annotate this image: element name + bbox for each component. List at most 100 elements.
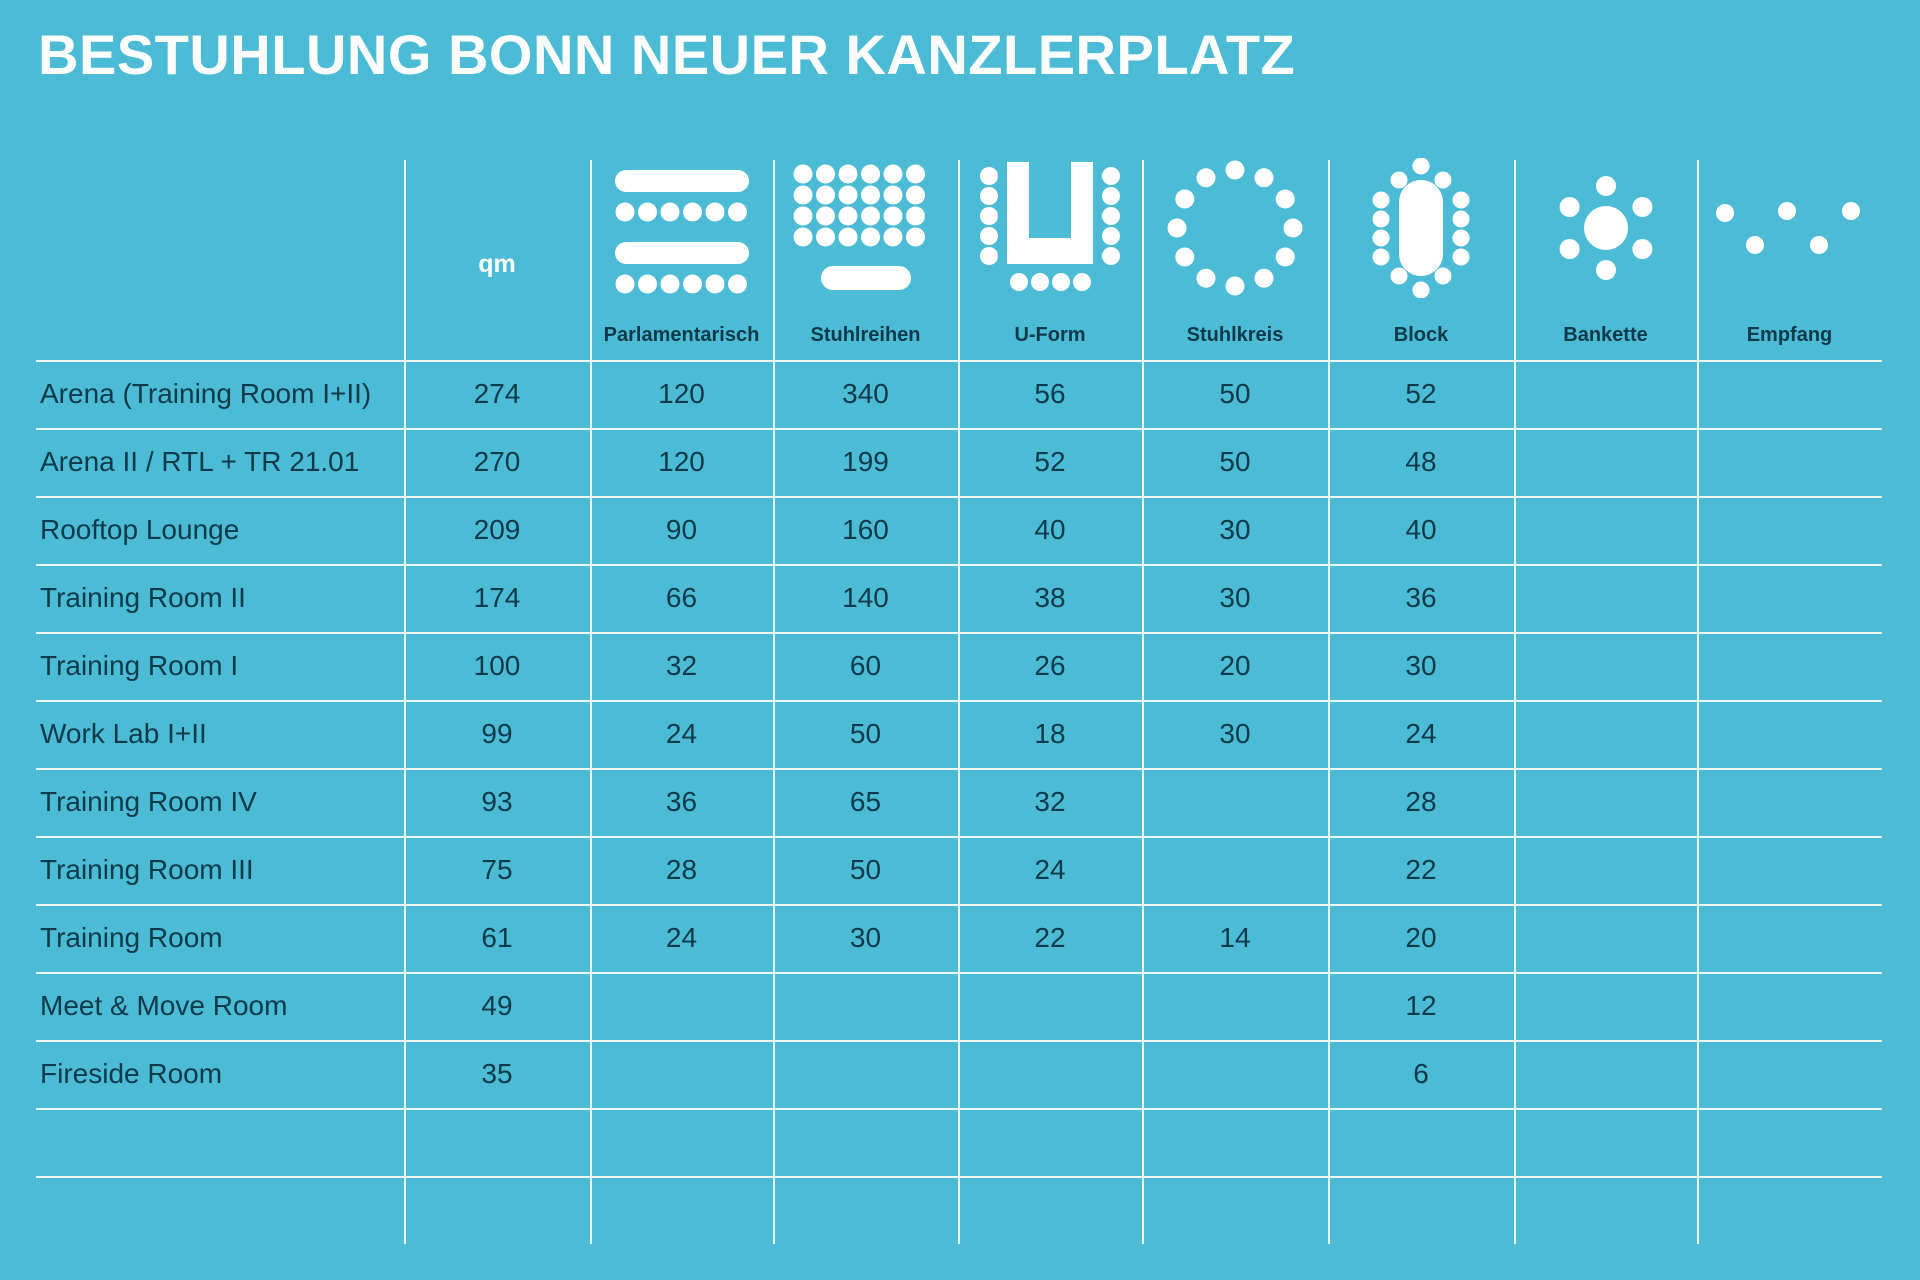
capacity-cell-block: 40: [1405, 514, 1437, 545]
column-header-empfang: Empfang: [1746, 323, 1833, 346]
qm-cell: 209: [473, 514, 521, 545]
capacity-cell-block: 22: [1405, 854, 1437, 885]
capacity-cell-parlamentarisch: 36: [665, 786, 698, 817]
stuhlkreis-icon: [1142, 158, 1328, 298]
capacity-cell-bankette: [1514, 904, 1697, 972]
row-divider: [36, 1176, 1882, 1178]
capacity-cell-parlamentarisch: [590, 1040, 773, 1108]
table-row: Training Room II 174 66 140 38 30 36: [36, 564, 1882, 632]
capacity-cell-stuhlkreis: [1142, 1108, 1328, 1176]
qm-cell: 100: [473, 650, 521, 681]
capacity-cell-parlamentarisch: 120: [658, 378, 705, 409]
qm-cell: 274: [473, 378, 521, 409]
capacity-cell-parlamentarisch: 28: [665, 854, 698, 885]
capacity-cell-u-form: [958, 1108, 1142, 1176]
capacity-cell-u-form: 32: [1034, 786, 1066, 817]
bankette-icon: [1514, 158, 1697, 298]
capacity-cell-block: 24: [1405, 718, 1437, 749]
capacity-cell-stuhlkreis: [1142, 1040, 1328, 1108]
room-name-cell: Training Room I: [40, 650, 239, 681]
qm-cell: [404, 1108, 590, 1176]
table-row: Training Room IV 93 36 65 32 28: [36, 768, 1882, 836]
capacity-cell-stuhlreihen: 140: [842, 582, 889, 613]
capacity-cell-parlamentarisch: [590, 1108, 773, 1176]
capacity-cell-bankette: [1514, 972, 1697, 1040]
room-name-cell: Training Room: [40, 922, 223, 953]
capacity-cell-u-form: 56: [1034, 378, 1066, 409]
capacity-cell-stuhlreihen: 65: [849, 786, 882, 817]
table-row: Work Lab I+II 99 24 50 18 30 24: [36, 700, 1882, 768]
capacity-cell-parlamentarisch: 32: [665, 650, 698, 681]
room-name-cell: Arena (Training Room I+II): [40, 378, 372, 409]
capacity-cell-stuhlkreis: [1142, 972, 1328, 1040]
empfang-icon: [1697, 158, 1882, 298]
capacity-cell-u-form: 26: [1034, 650, 1066, 681]
capacity-cell-bankette: [1514, 428, 1697, 496]
capacity-cell-stuhlreihen: [773, 1108, 958, 1176]
capacity-cell-empfang: [1697, 904, 1882, 972]
qm-cell: 93: [481, 786, 513, 817]
capacity-cell-stuhlreihen: 30: [849, 922, 882, 953]
capacity-cell-stuhlkreis: 50: [1219, 446, 1251, 477]
capacity-cell-bankette: [1514, 360, 1697, 428]
room-name-cell: Arena II / RTL + TR 21.01: [40, 446, 360, 477]
capacity-cell-block: 28: [1405, 786, 1437, 817]
capacity-cell-u-form: 40: [1034, 514, 1066, 545]
capacity-cell-bankette: [1514, 768, 1697, 836]
table-row: Fireside Room 35 6: [36, 1040, 1882, 1108]
room-name-cell: Fireside Room: [40, 1058, 223, 1089]
capacity-cell-parlamentarisch: 120: [658, 446, 705, 477]
capacity-cell-block: 20: [1405, 922, 1437, 953]
column-header-u-form: U-Form: [1014, 323, 1086, 346]
column-header-parlamentarisch: Parlamentarisch: [603, 323, 760, 346]
capacity-cell-stuhlreihen: 50: [849, 718, 882, 749]
capacity-cell-bankette: [1514, 836, 1697, 904]
capacity-cell-stuhlkreis: 50: [1219, 378, 1251, 409]
qm-cell: 75: [481, 854, 513, 885]
page-title: BESTUHLUNG BONN NEUER KANZLERPLATZ: [38, 23, 1296, 86]
room-name-cell: Training Room II: [40, 582, 246, 613]
room-name-cell: Rooftop Lounge: [40, 514, 240, 545]
capacity-cell-u-form: 38: [1034, 582, 1066, 613]
stuhlreihen-icon: [773, 158, 958, 298]
capacity-cell-block: 30: [1405, 650, 1437, 681]
capacity-cell-stuhlkreis: [1142, 836, 1328, 904]
capacity-cell-empfang: [1697, 972, 1882, 1040]
room-name-cell: Work Lab I+II: [40, 718, 207, 749]
capacity-cell-bankette: [1514, 1040, 1697, 1108]
capacity-cell-parlamentarisch: 24: [665, 718, 698, 749]
parlamentarisch-icon: [590, 158, 773, 298]
capacity-cell-parlamentarisch: [590, 972, 773, 1040]
capacity-cell-empfang: [1697, 496, 1882, 564]
capacity-cell-empfang: [1697, 632, 1882, 700]
table-row: Arena II / RTL + TR 21.01 270 120 199 52 50 48: [36, 428, 1882, 496]
capacity-cell-u-form: 52: [1034, 446, 1066, 477]
capacity-cell-stuhlkreis: [1142, 768, 1328, 836]
capacity-cell-bankette: [1514, 632, 1697, 700]
capacity-cell-block: 48: [1405, 446, 1437, 477]
capacity-cell-u-form: [958, 1040, 1142, 1108]
capacity-cell-u-form: 22: [1034, 922, 1066, 953]
capacity-cell-stuhlreihen: 160: [842, 514, 889, 545]
capacity-cell-stuhlkreis: 20: [1219, 650, 1251, 681]
capacity-cell-bankette: [1514, 1108, 1697, 1176]
capacity-cell-stuhlreihen: 50: [849, 854, 882, 885]
capacity-cell-bankette: [1514, 564, 1697, 632]
room-name-cell: Training Room III: [40, 854, 254, 885]
room-name-cell: Meet & Move Room: [40, 990, 288, 1021]
capacity-cell-block: [1328, 1108, 1514, 1176]
column-header-block: Block: [1393, 323, 1449, 346]
capacity-cell-stuhlreihen: 60: [849, 650, 882, 681]
capacity-cell-parlamentarisch: 66: [665, 582, 698, 613]
capacity-cell-stuhlkreis: 30: [1219, 582, 1251, 613]
table-row: Rooftop Lounge 209 90 160 40 30 40: [36, 496, 1882, 564]
capacity-cell-empfang: [1697, 360, 1882, 428]
table-row: Arena (Training Room I+II) 274 120 340 56 50 5…: [36, 360, 1882, 428]
capacity-cell-stuhlreihen: 199: [842, 446, 889, 477]
column-header-bankette: Bankette: [1563, 323, 1648, 346]
capacity-cell-stuhlkreis: 14: [1219, 922, 1251, 953]
capacity-cell-u-form: [958, 972, 1142, 1040]
table-row: Training Room III 75 28 50 24 22: [36, 836, 1882, 904]
capacity-cell-empfang: [1697, 1040, 1882, 1108]
table-row: [36, 1108, 1882, 1176]
